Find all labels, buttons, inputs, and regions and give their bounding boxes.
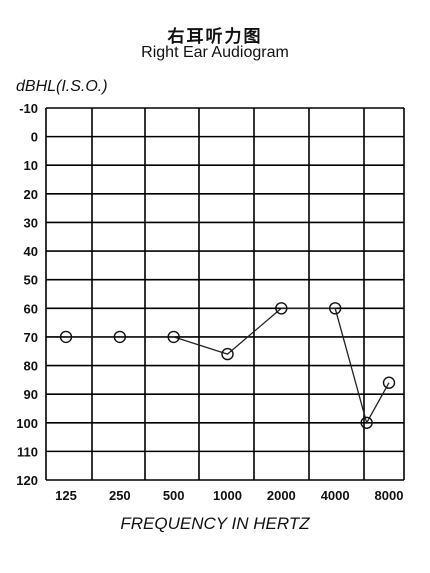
x-tick-label: 8000 (375, 488, 404, 503)
y-tick-label: 40 (24, 244, 38, 259)
x-tick-label: 125 (55, 488, 77, 503)
y-tick-label: 110 (17, 444, 38, 459)
data-point-circle (59, 330, 73, 344)
data-point-circle (328, 302, 342, 315)
y-tick-label: 90 (24, 387, 38, 402)
x-tick-label: 1000 (213, 488, 242, 503)
y-tick-label: 30 (24, 215, 38, 230)
threshold-line (66, 307, 390, 425)
data-point-circle (275, 302, 288, 315)
y-tick-label: 60 (24, 301, 38, 316)
x-axis-label: FREQUENCY IN HERTZ (120, 514, 310, 533)
y-tick-label: 70 (24, 330, 38, 345)
data-point-circle (382, 376, 396, 389)
y-tick-label: 10 (24, 158, 38, 173)
data-point-circle (167, 330, 180, 344)
x-tick-label: 250 (109, 488, 131, 503)
x-tick-label: 4000 (321, 488, 350, 503)
y-tick-label: 120 (16, 473, 38, 488)
data-point-circle (221, 347, 234, 361)
y-tick-label: -10 (19, 101, 38, 116)
y-tick-label: 100 (16, 416, 38, 431)
y-tick-label: 50 (24, 273, 38, 288)
y-tick-label: 0 (31, 130, 38, 145)
x-tick-label: 2000 (267, 488, 296, 503)
y-tick-label: 20 (24, 187, 38, 202)
y-axis-label: dBHL(I.S.O.) (16, 78, 108, 95)
chart-title-chinese: 右耳听力图 (167, 27, 263, 47)
data-point-circle (360, 416, 373, 429)
data-point-circle (113, 330, 127, 344)
x-tick-label: 500 (163, 488, 185, 503)
chart-title: Right Ear Audiogram (141, 44, 289, 61)
y-tick-label: 80 (24, 359, 38, 374)
